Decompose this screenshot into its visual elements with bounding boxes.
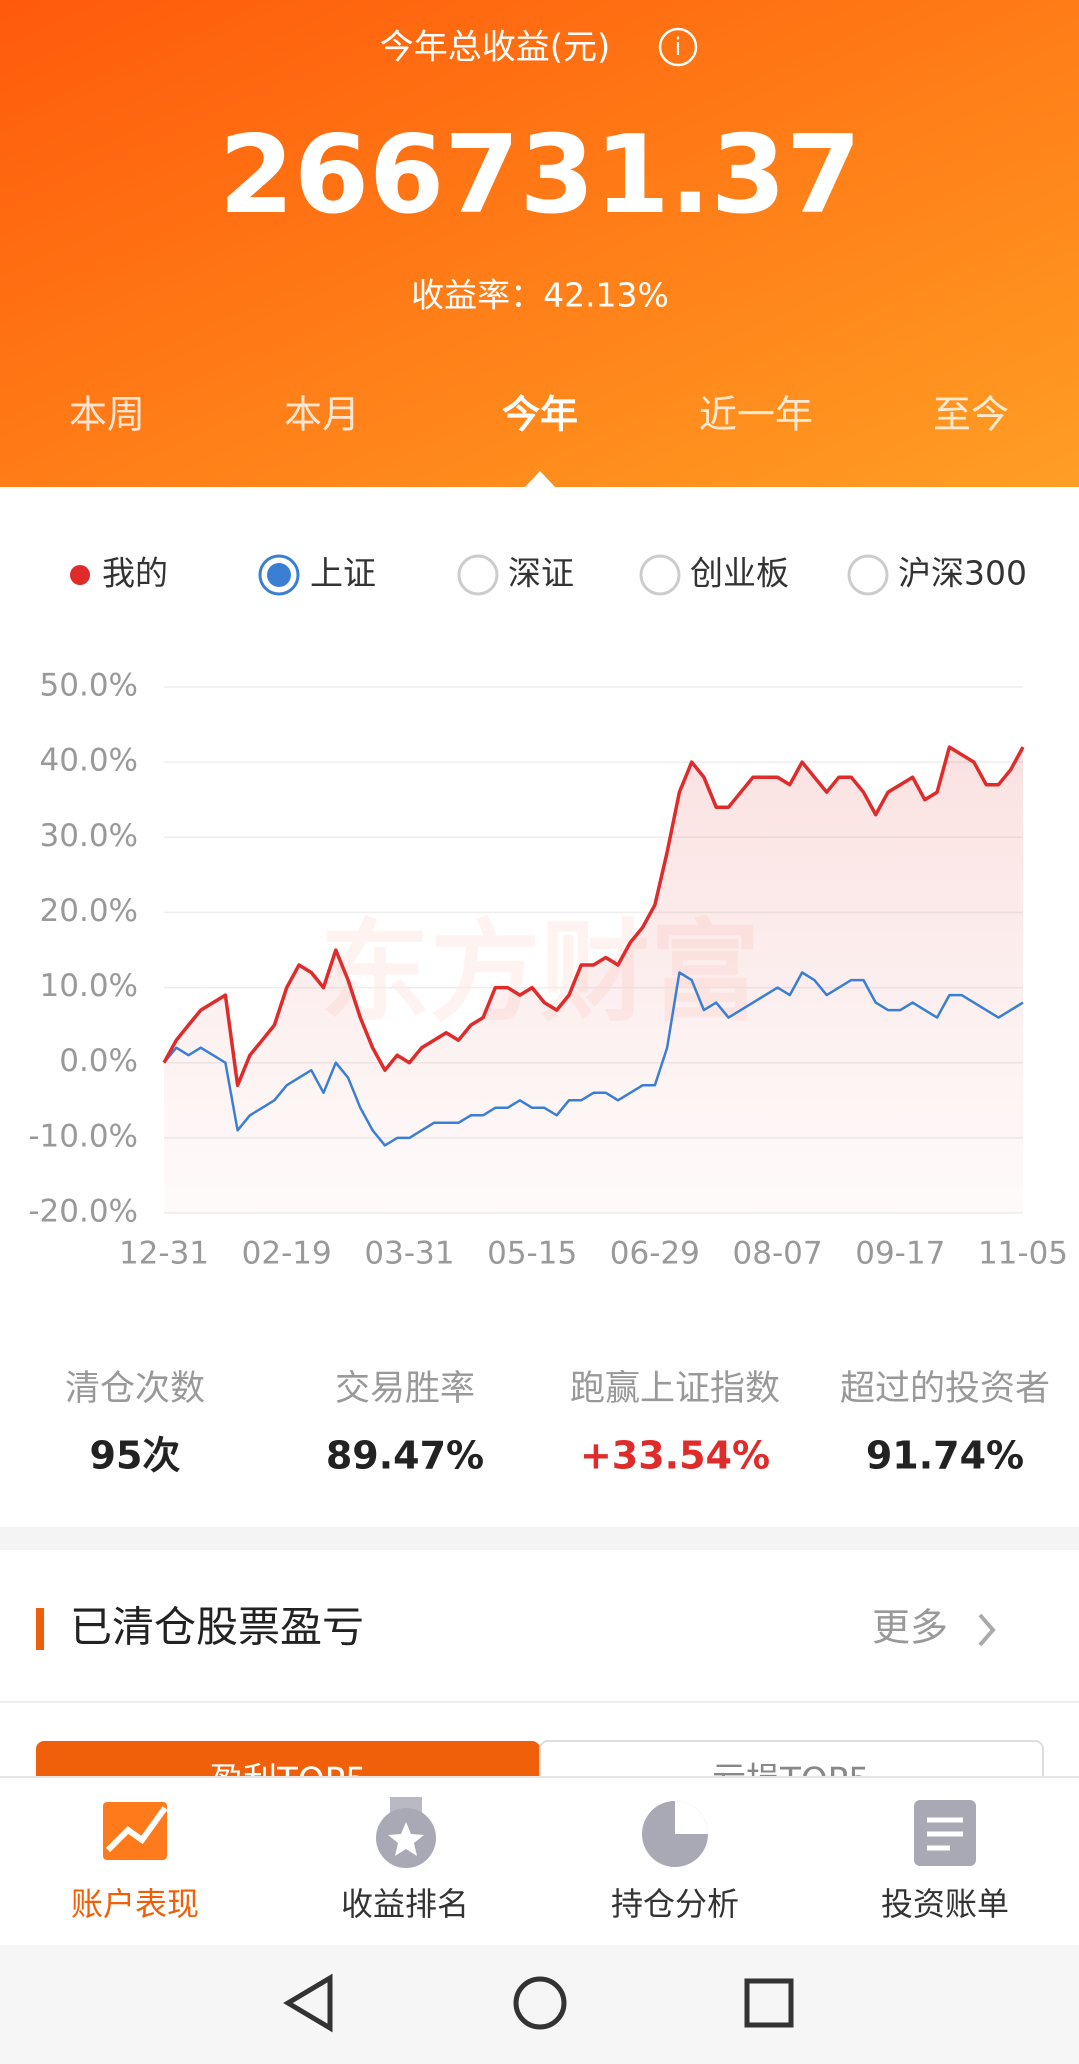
stat-value: +33.54% [580, 1434, 770, 1478]
area [164, 747, 1023, 1213]
x-tick-label: 06-29 [610, 1236, 700, 1272]
nav-icon-holdings [642, 1801, 708, 1867]
y-tick-label: 10.0% [40, 968, 138, 1004]
series-line [163, 971, 1024, 1147]
x-tick-label: 09-17 [855, 1236, 945, 1272]
x-tick-label: 05-15 [487, 1236, 577, 1272]
legend-radio[interactable] [847, 554, 889, 596]
period-tab[interactable]: 本月 [284, 393, 360, 437]
period-tab[interactable]: 至今 [933, 393, 1009, 437]
y-tick-label: -20.0% [28, 1194, 138, 1230]
sys-home[interactable] [513, 1976, 567, 2030]
legend-label: 沪深300 [898, 554, 1027, 593]
stat-label: 清仓次数 [65, 1369, 205, 1409]
y-tick-label: 50.0% [40, 668, 138, 704]
series-line [162, 745, 1025, 1088]
nav-label[interactable]: 账户表现 [71, 1885, 199, 1923]
y-tick-label: 40.0% [40, 743, 138, 779]
nav-icon-ranking [376, 1797, 436, 1868]
y-tick-label: 20.0% [40, 893, 138, 929]
legend-radio[interactable] [639, 554, 681, 596]
more-chevron [978, 1613, 996, 1647]
y-tick-label: -10.0% [28, 1118, 138, 1154]
info-icon-i: i [675, 33, 682, 61]
x-tick-label: 03-31 [364, 1236, 454, 1272]
y-tick-label: 30.0% [40, 818, 138, 854]
legend-label: 创业板 [690, 554, 789, 593]
x-tick-label: 11-05 [978, 1236, 1068, 1272]
stat-value: 89.47% [326, 1434, 484, 1478]
legend-dot [70, 565, 90, 585]
nav-icon-performance [103, 1802, 168, 1860]
x-tick-label: 08-07 [733, 1236, 823, 1272]
legend-radio[interactable] [457, 554, 499, 596]
period-tab[interactable]: 今年 [502, 393, 578, 437]
nav-label[interactable]: 投资账单 [881, 1885, 1009, 1923]
y-tick-label: 0.0% [59, 1043, 138, 1079]
bottom-nav [0, 1777, 1079, 1945]
legend-label: 上证 [310, 554, 376, 593]
section-gap [0, 1527, 1079, 1550]
stat-label: 跑赢上证指数 [570, 1369, 780, 1409]
header-title: 今年总收益(元) [380, 28, 611, 68]
legend-label: 深证 [508, 554, 574, 593]
sys-back[interactable] [283, 1973, 333, 2033]
stat-label: 超过的投资者 [840, 1369, 1050, 1409]
nav-icon-bill [914, 1800, 976, 1866]
stat-value: 95次 [90, 1434, 181, 1478]
period-tab[interactable]: 近一年 [699, 393, 813, 437]
nav-label[interactable]: 持仓分析 [611, 1885, 739, 1923]
more-link[interactable]: 更多 [872, 1606, 948, 1650]
legend-radio-dot [267, 563, 291, 587]
stat-label: 交易胜率 [335, 1369, 475, 1409]
x-tick-label: 02-19 [242, 1236, 332, 1272]
section-marker [36, 1608, 44, 1650]
legend-label: 我的 [102, 554, 168, 593]
tab-pointer [525, 471, 555, 487]
system-bar [0, 1945, 1079, 2064]
sys-recent[interactable] [744, 1978, 794, 2028]
period-tab[interactable]: 本周 [69, 393, 145, 437]
nav-label[interactable]: 收益排名 [341, 1885, 469, 1923]
section-title: 已清仓股票盈亏 [70, 1603, 364, 1652]
total-amount: 266731.37 [219, 113, 861, 238]
yield-rate: 收益率：42.13% [411, 276, 669, 315]
x-tick-label: 12-31 [119, 1236, 209, 1272]
header-bg [0, 0, 1079, 487]
info-icon[interactable] [658, 27, 698, 67]
stat-value: 91.74% [866, 1434, 1024, 1478]
